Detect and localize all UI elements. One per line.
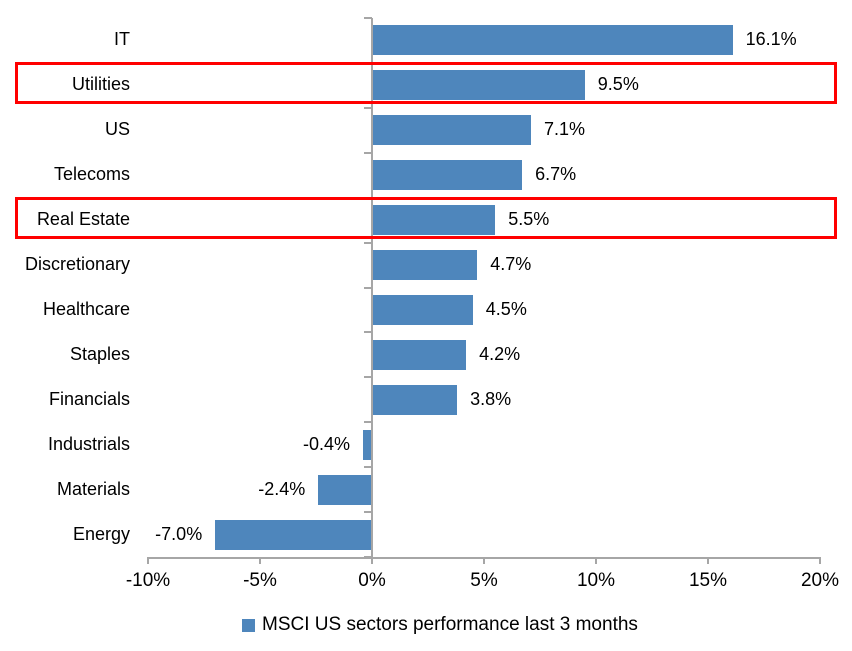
value-label-real-estate: 5.5%: [508, 209, 550, 230]
category-axis-tick: [364, 511, 372, 514]
category-axis-tick: [364, 286, 372, 289]
category-axis-tick: [364, 331, 372, 334]
value-axis-tick: [259, 557, 261, 564]
value-axis-tick: [371, 557, 373, 564]
value-axis-tick: [819, 557, 821, 564]
bar-utilities: [372, 70, 585, 101]
category-label-energy: Energy: [72, 523, 130, 544]
category-axis-tick: [364, 151, 372, 154]
highlight-box-real-estate: [15, 196, 837, 239]
value-label-discretionary: 4.7%: [490, 254, 532, 275]
legend-label: MSCI US sectors performance last 3 month…: [262, 614, 638, 635]
value-label-healthcare: 4.5%: [485, 298, 527, 319]
value-axis-tick: [595, 557, 597, 564]
x-tick-label--5pct: -5%: [243, 570, 277, 591]
value-axis-tick: [147, 557, 149, 564]
bar-it: [372, 25, 733, 56]
x-tick-label-10pct: 10%: [576, 570, 616, 591]
value-label-utilities: 9.5%: [597, 74, 639, 95]
category-label-industrials: Industrials: [47, 433, 130, 454]
category-label-financials: Financials: [48, 388, 130, 409]
legend-marker-icon: [242, 618, 255, 632]
category-label-discretionary: Discretionary: [24, 254, 130, 275]
category-label-us: US: [104, 119, 130, 140]
category-axis: [371, 18, 373, 557]
category-label-utilities: Utilities: [71, 74, 130, 95]
category-label-healthcare: Healthcare: [42, 298, 130, 319]
chart-legend: MSCI US sectors performance last 3 month…: [242, 614, 638, 636]
bar-discretionary: [372, 250, 478, 281]
category-axis-tick: [364, 376, 372, 379]
value-axis-tick: [707, 557, 709, 564]
bar-telecoms: [372, 160, 523, 191]
value-label-it: 16.1%: [745, 29, 797, 50]
value-label-energy: -7.0%: [155, 523, 203, 544]
category-axis-tick: [364, 106, 372, 109]
value-label-industrials: -0.4%: [303, 433, 351, 454]
value-label-us: 7.1%: [544, 119, 586, 140]
category-label-real-estate: Real Estate: [36, 209, 130, 230]
category-axis-tick: [364, 241, 372, 244]
bar-materials: [318, 474, 372, 505]
x-tick-label-0pct: 0%: [358, 570, 386, 591]
category-axis-tick: [364, 421, 372, 424]
bar-healthcare: [372, 294, 473, 325]
x-tick-label-20pct: 20%: [800, 570, 840, 591]
bar-industrials: [363, 429, 372, 460]
category-label-it: IT: [114, 29, 130, 50]
bar-financials: [372, 384, 458, 415]
value-label-materials: -2.4%: [258, 478, 306, 499]
bar-staples: [372, 339, 467, 370]
value-label-staples: 4.2%: [479, 343, 521, 364]
bar-energy: [215, 519, 372, 550]
value-label-financials: 3.8%: [470, 388, 512, 409]
category-label-staples: Staples: [69, 343, 130, 364]
category-axis-tick: [364, 17, 372, 19]
x-tick-label--10pct: -10%: [125, 570, 171, 591]
value-axis-tick: [483, 557, 485, 564]
category-axis-tick: [364, 466, 372, 469]
highlight-box-utilities: [15, 61, 837, 104]
x-tick-label-15pct: 15%: [688, 570, 728, 591]
x-tick-label-5pct: 5%: [470, 570, 498, 591]
bar-us: [372, 115, 532, 146]
value-label-telecoms: 6.7%: [535, 164, 577, 185]
category-label-telecoms: Telecoms: [53, 164, 130, 185]
category-label-materials: Materials: [56, 478, 130, 499]
bar-real-estate: [372, 205, 496, 236]
